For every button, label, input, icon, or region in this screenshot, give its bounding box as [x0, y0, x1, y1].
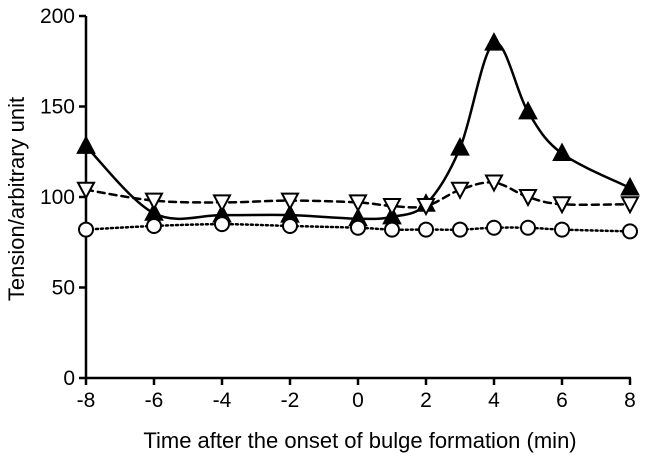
x-tick-label: -8: [77, 389, 96, 412]
data-point-open-inverted-triangle: [518, 189, 538, 208]
data-point-filled-triangle: [484, 32, 504, 51]
x-axis-title: Time after the onset of bulge formation …: [143, 428, 576, 453]
x-tick-label: 4: [488, 389, 500, 412]
data-point-filled-triangle: [552, 142, 572, 162]
x-ticks: -8 -6 -4 -2 0 2 4 6 8: [77, 378, 636, 412]
data-point-open-inverted-triangle: [144, 192, 164, 211]
data-point-open-circle: [452, 221, 468, 238]
data-point-open-inverted-triangle: [76, 181, 96, 200]
x-tick-label: 6: [556, 389, 568, 412]
x-tick-label: 8: [624, 389, 636, 412]
y-ticks: 0 50 100 150 200: [40, 5, 86, 390]
data-point-open-inverted-triangle: [484, 174, 504, 193]
x-tick-label: -4: [213, 389, 232, 412]
series-line: [84, 181, 632, 209]
series-open-inverted-triangle: [76, 174, 640, 217]
data-point-open-circle: [418, 221, 434, 238]
data-point-filled-triangle: [620, 176, 640, 196]
y-tick-label: 50: [52, 277, 75, 300]
data-point-open-circle: [486, 219, 502, 236]
x-tick-label: -6: [145, 389, 164, 412]
y-axis-title: Tension/arbitrary unit: [4, 97, 29, 301]
x-tick-label: 0: [352, 389, 364, 412]
data-point-open-circle: [214, 216, 230, 233]
data-point-open-inverted-triangle: [620, 196, 640, 215]
y-tick-label: 200: [40, 5, 75, 28]
y-tick-label: 0: [63, 367, 75, 390]
data-point-open-inverted-triangle: [416, 198, 436, 217]
data-point-filled-triangle: [518, 100, 538, 120]
data-point-open-circle: [622, 223, 638, 240]
y-tick-label: 100: [40, 186, 75, 209]
x-tick-label: -2: [281, 389, 300, 412]
series-line: [84, 41, 632, 221]
data-point-open-inverted-triangle: [450, 181, 470, 200]
data-point-open-circle: [146, 217, 162, 234]
series-layer: [76, 32, 640, 240]
y-tick-label: 150: [40, 96, 75, 119]
data-point-open-circle: [384, 221, 400, 238]
data-point-open-inverted-triangle: [552, 196, 572, 215]
data-point-open-circle: [350, 219, 366, 236]
axes: 0 50 100 150 200 -8 -6 -4 -2 0 2 4 6 8: [40, 5, 636, 412]
data-point-filled-triangle: [76, 135, 96, 154]
data-point-open-inverted-triangle: [280, 192, 300, 211]
data-point-open-inverted-triangle: [382, 198, 402, 217]
data-point-open-circle: [78, 221, 94, 238]
data-point-open-inverted-triangle: [212, 194, 232, 213]
x-tick-label: 2: [420, 389, 432, 412]
data-point-open-circle: [554, 221, 570, 238]
series-open-circle: [78, 216, 638, 240]
data-point-open-inverted-triangle: [348, 194, 368, 213]
data-point-open-circle: [282, 217, 298, 234]
data-point-filled-triangle: [450, 137, 470, 156]
data-point-open-circle: [520, 219, 536, 236]
